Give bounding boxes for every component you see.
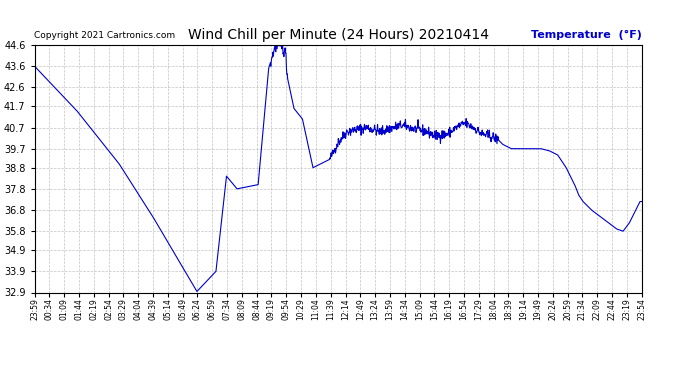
Text: Temperature  (°F): Temperature (°F) xyxy=(531,30,642,40)
Text: Copyright 2021 Cartronics.com: Copyright 2021 Cartronics.com xyxy=(34,31,176,40)
Title: Wind Chill per Minute (24 Hours) 20210414: Wind Chill per Minute (24 Hours) 2021041… xyxy=(188,28,489,42)
